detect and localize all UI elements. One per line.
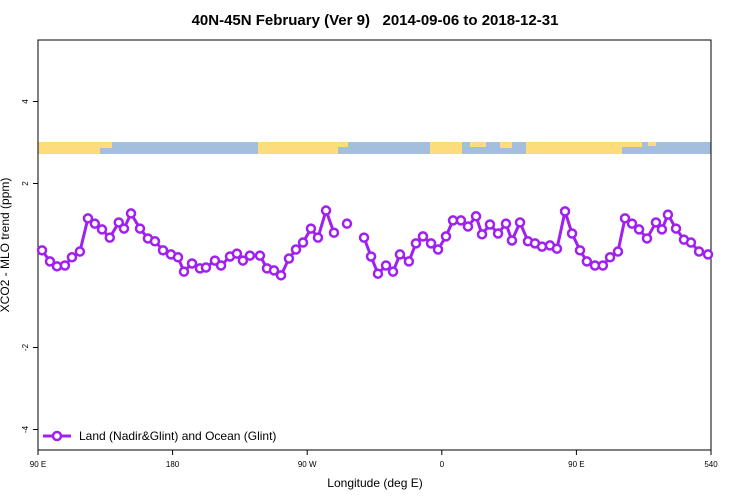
- point: [231, 248, 243, 259]
- y-tick-label: -4: [21, 425, 30, 433]
- point: [566, 228, 578, 239]
- point: [275, 270, 287, 281]
- point: [254, 250, 266, 261]
- point: [685, 237, 697, 248]
- y-tick-label: 4: [21, 99, 30, 104]
- point: [149, 236, 161, 247]
- point: [581, 256, 593, 267]
- point: [514, 217, 526, 228]
- point: [650, 217, 662, 228]
- point: [693, 246, 705, 257]
- point: [506, 235, 518, 246]
- land-ocean-strip: [38, 142, 711, 154]
- point: [44, 256, 56, 267]
- point: [536, 241, 548, 252]
- point: [96, 224, 108, 235]
- point: [134, 223, 146, 234]
- point: [403, 256, 415, 267]
- point: [74, 246, 86, 257]
- point: [410, 238, 422, 249]
- point: [104, 232, 116, 243]
- x-tick-label: 90 E: [568, 460, 584, 469]
- point: [178, 266, 190, 277]
- point: [455, 215, 467, 226]
- point: [702, 249, 714, 260]
- point: [244, 250, 256, 261]
- point: [380, 260, 392, 271]
- y-tick-label: 2: [21, 181, 30, 186]
- point: [186, 258, 198, 269]
- point: [425, 238, 437, 249]
- point: [612, 246, 624, 257]
- legend-marker: [51, 430, 63, 442]
- point: [290, 244, 302, 255]
- point: [417, 231, 429, 242]
- x-tick-label: 180: [166, 460, 180, 469]
- point: [305, 223, 317, 234]
- x-axis-label: Longitude (deg E): [327, 476, 422, 490]
- point: [574, 245, 586, 256]
- point: [626, 218, 638, 229]
- point: [670, 223, 682, 234]
- point: [365, 251, 377, 262]
- point: [633, 224, 645, 235]
- plot-frame: [37, 39, 712, 451]
- chart-title: 40N-45N February (Ver 9) 2014-09-06 to 2…: [192, 12, 559, 29]
- point: [619, 213, 631, 224]
- point: [440, 231, 452, 242]
- point: [500, 218, 512, 229]
- point: [297, 237, 309, 248]
- point: [157, 245, 169, 256]
- x-tick-label: 540: [704, 460, 718, 469]
- point: [341, 218, 353, 229]
- point: [484, 219, 496, 230]
- point: [641, 233, 653, 244]
- point: [432, 244, 444, 255]
- y-tick-label: -2: [21, 343, 30, 351]
- point: [387, 266, 399, 277]
- y-axis-label: XCO2 - MLO trend (ppm): [0, 178, 12, 313]
- x-tick-label: 0: [440, 460, 445, 469]
- point: [82, 213, 94, 224]
- point: [172, 252, 184, 263]
- x-tick-label: 90 E: [30, 460, 46, 469]
- point: [662, 209, 674, 220]
- point: [36, 245, 48, 256]
- point: [559, 206, 571, 217]
- point: [268, 265, 280, 276]
- point: [358, 232, 370, 243]
- point: [328, 227, 340, 238]
- legend-label: Land (Nadir&Glint) and Ocean (Glint): [79, 429, 276, 443]
- x-tick-label: 90 W: [298, 460, 317, 469]
- point: [283, 253, 295, 264]
- point: [470, 211, 482, 222]
- point: [462, 221, 474, 232]
- point: [492, 228, 504, 239]
- point: [312, 232, 324, 243]
- point: [656, 224, 668, 235]
- point: [476, 229, 488, 240]
- point: [200, 262, 212, 273]
- point: [604, 252, 616, 263]
- point: [113, 217, 125, 228]
- point: [394, 249, 406, 260]
- point: [59, 260, 71, 271]
- point: [551, 243, 563, 254]
- point: [320, 205, 332, 216]
- point: [597, 260, 609, 271]
- point: [237, 255, 249, 266]
- point: [89, 218, 101, 229]
- point: [118, 223, 130, 234]
- point: [372, 268, 384, 279]
- point: [66, 252, 78, 263]
- point: [125, 208, 137, 219]
- point: [215, 260, 227, 271]
